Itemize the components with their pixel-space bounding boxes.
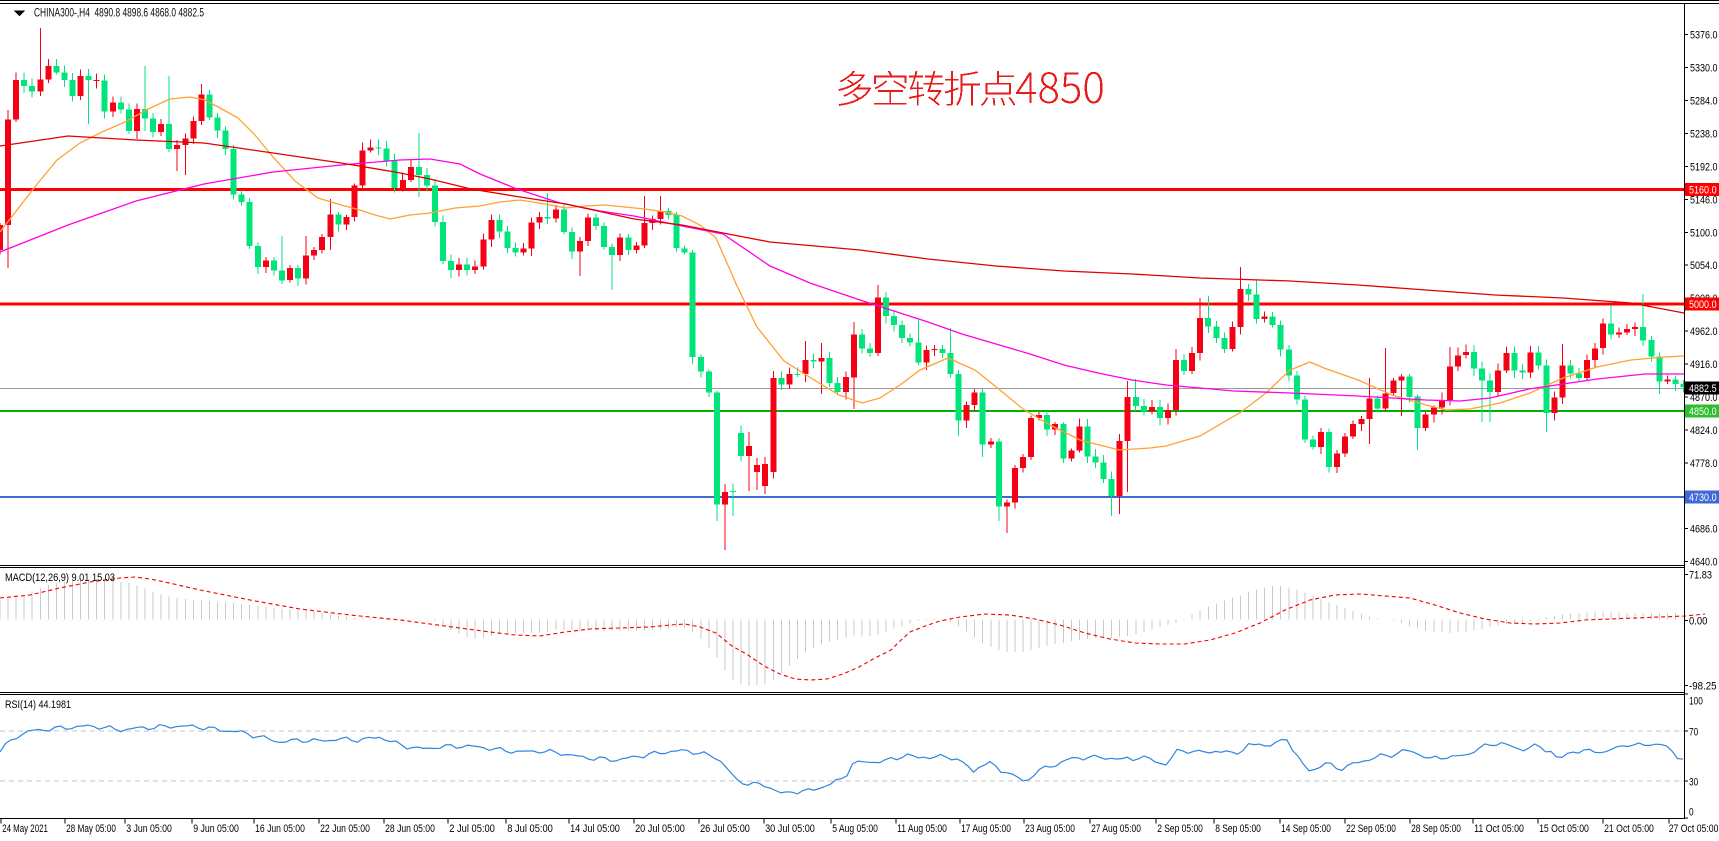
svg-text:5284.0: 5284.0 [1690,96,1718,108]
svg-text:11 Aug 05:00: 11 Aug 05:00 [897,823,947,835]
svg-text:5054.0: 5054.0 [1690,260,1718,272]
svg-text:CHINA300-,H4 4890.8 4898.6 48: CHINA300-,H4 4890.8 4898.6 4868.0 4882.5 [34,8,204,20]
svg-text:22 Sep 05:00: 22 Sep 05:00 [1346,823,1396,835]
svg-text:100: 100 [1689,696,1703,708]
svg-text:71.83: 71.83 [1689,570,1712,582]
svg-text:5160.0: 5160.0 [1689,184,1717,196]
svg-text:2 Jul 05:00: 2 Jul 05:00 [449,823,495,835]
svg-text:5238.0: 5238.0 [1690,129,1718,141]
svg-text:27 Oct 05:00: 27 Oct 05:00 [1669,823,1719,835]
svg-text:8 Sep 05:00: 8 Sep 05:00 [1215,823,1261,835]
svg-text:11 Oct 05:00: 11 Oct 05:00 [1474,823,1524,835]
svg-text:RSI(14) 44.1981: RSI(14) 44.1981 [5,699,71,711]
svg-text:15 Oct 05:00: 15 Oct 05:00 [1539,823,1589,835]
svg-text:14 Jul 05:00: 14 Jul 05:00 [570,823,620,835]
svg-text:27 Aug 05:00: 27 Aug 05:00 [1091,823,1141,835]
svg-text:5 Aug 05:00: 5 Aug 05:00 [832,823,878,835]
svg-text:5000.0: 5000.0 [1689,299,1717,311]
svg-text:0.00: 0.00 [1689,615,1707,627]
svg-text:4850.0: 4850.0 [1689,406,1717,418]
svg-text:22 Jun 05:00: 22 Jun 05:00 [320,823,370,835]
svg-text:0: 0 [1689,807,1694,819]
svg-text:9 Jun 05:00: 9 Jun 05:00 [193,823,239,835]
svg-text:24 May 2021: 24 May 2021 [2,823,48,835]
svg-text:5192.0: 5192.0 [1690,161,1718,173]
svg-text:4916.0: 4916.0 [1690,359,1718,371]
svg-text:4778.0: 4778.0 [1690,458,1718,470]
svg-text:MACD(12,26,9) 9.01 15.03: MACD(12,26,9) 9.01 15.03 [5,572,115,584]
svg-text:30: 30 [1689,777,1698,789]
svg-text:8 Jul 05:00: 8 Jul 05:00 [507,823,553,835]
svg-text:28 Jun 05:00: 28 Jun 05:00 [385,823,435,835]
svg-text:28 May 05:00: 28 May 05:00 [66,823,116,835]
svg-text:14 Sep 05:00: 14 Sep 05:00 [1281,823,1331,835]
svg-text:17 Aug 05:00: 17 Aug 05:00 [961,823,1011,835]
svg-text:4870.0: 4870.0 [1690,392,1718,404]
svg-text:4962.0: 4962.0 [1690,326,1718,338]
svg-text:4686.0: 4686.0 [1690,524,1718,536]
svg-text:5330.0: 5330.0 [1690,63,1718,75]
svg-text:4730.0: 4730.0 [1689,492,1717,504]
svg-text:20 Jul 05:00: 20 Jul 05:00 [635,823,685,835]
svg-text:70: 70 [1689,727,1698,739]
svg-text:5146.0: 5146.0 [1690,194,1718,206]
svg-text:4882.5: 4882.5 [1689,383,1717,395]
svg-text:5376.0: 5376.0 [1690,30,1718,42]
svg-text:16 Jun 05:00: 16 Jun 05:00 [255,823,305,835]
svg-text:3 Jun 05:00: 3 Jun 05:00 [126,823,172,835]
svg-text:28 Sep 05:00: 28 Sep 05:00 [1411,823,1461,835]
svg-text:4640.0: 4640.0 [1690,557,1718,569]
svg-text:-98.25: -98.25 [1689,680,1717,692]
svg-text:26 Jul 05:00: 26 Jul 05:00 [700,823,750,835]
svg-text:4824.0: 4824.0 [1690,425,1718,437]
svg-text:2 Sep 05:00: 2 Sep 05:00 [1157,823,1203,835]
svg-text:30 Jul 05:00: 30 Jul 05:00 [765,823,815,835]
svg-text:5100.0: 5100.0 [1690,227,1718,239]
svg-text:23 Aug 05:00: 23 Aug 05:00 [1025,823,1075,835]
svg-text:21 Oct 05:00: 21 Oct 05:00 [1604,823,1654,835]
